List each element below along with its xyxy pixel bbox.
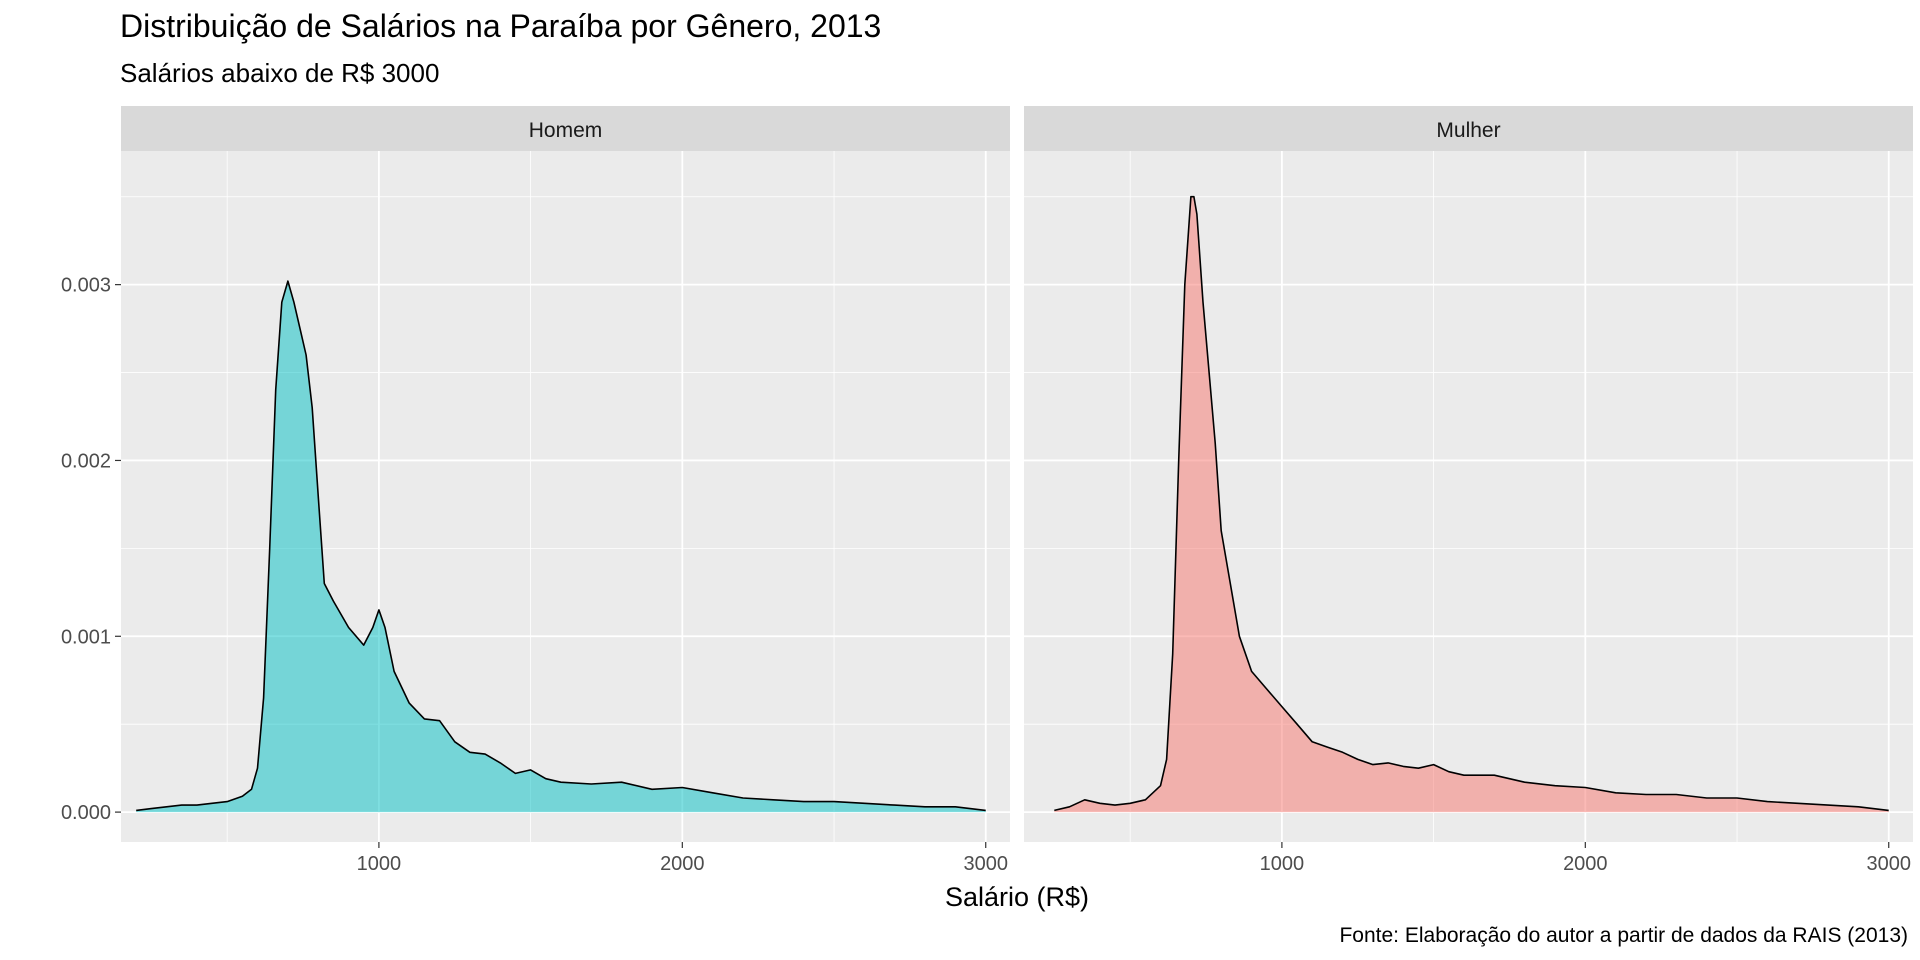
facet-panel-homem: Homem 1000 2000 3000 xyxy=(121,106,1010,875)
facet-strip-label: Mulher xyxy=(1436,119,1500,142)
x-tick-label: 2000 xyxy=(660,853,705,875)
chart-subtitle: Salários abaixo de R$ 3000 xyxy=(120,58,440,88)
chart-title: Distribuição de Salários na Paraíba por … xyxy=(120,8,882,44)
density-line xyxy=(1054,195,1889,812)
panel-background xyxy=(121,151,1010,842)
y-tick-label: 0.000 xyxy=(61,802,111,824)
y-tick-label: 0.003 xyxy=(61,275,111,297)
density-area xyxy=(136,281,986,813)
facet-strip-label: Homem xyxy=(529,119,603,142)
density-line xyxy=(136,280,986,812)
y-tick-label: 0.001 xyxy=(61,626,111,648)
y-tick-label: 0.002 xyxy=(61,450,111,472)
chart-caption: Fonte: Elaboração do autor a partir de d… xyxy=(1339,924,1908,947)
x-tick-label: 3000 xyxy=(1866,853,1911,875)
facet-panel-mulher: Mulher 1000 2000 3000 xyxy=(1024,106,1913,875)
facet-strip xyxy=(1024,106,1913,151)
x-tick-label: 1000 xyxy=(357,853,402,875)
panel-background xyxy=(1024,151,1913,842)
x-axis-title: Salário (R$) xyxy=(945,882,1089,912)
x-tick-label: 2000 xyxy=(1563,853,1608,875)
x-tick-label: 3000 xyxy=(963,853,1008,875)
x-tick-label: 1000 xyxy=(1260,853,1305,875)
facet-strip xyxy=(121,106,1010,151)
